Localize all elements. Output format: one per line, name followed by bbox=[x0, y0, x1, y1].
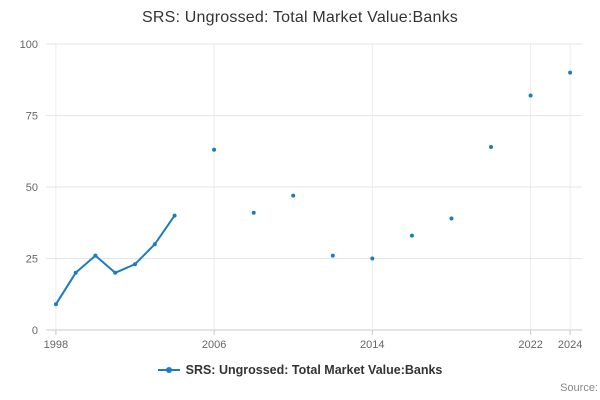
chart-title: SRS: Ungrossed: Total Market Value:Banks bbox=[142, 9, 458, 26]
data-point[interactable] bbox=[330, 253, 335, 258]
data-point[interactable] bbox=[449, 216, 454, 221]
data-point[interactable] bbox=[528, 93, 533, 98]
source-label: Source: bbox=[560, 382, 598, 394]
x-axis-label: 2014 bbox=[360, 339, 384, 351]
x-axis-label: 2022 bbox=[518, 339, 542, 351]
x-axis-label: 2024 bbox=[558, 339, 582, 351]
x-axis-label: 1998 bbox=[44, 339, 68, 351]
data-point[interactable] bbox=[133, 262, 137, 267]
data-point[interactable] bbox=[152, 242, 157, 247]
y-axis-label: 75 bbox=[26, 111, 38, 123]
data-point[interactable] bbox=[409, 233, 414, 238]
data-point[interactable] bbox=[53, 302, 58, 307]
x-axis-label: 2006 bbox=[202, 339, 226, 351]
data-point[interactable] bbox=[251, 210, 256, 215]
data-point[interactable] bbox=[489, 145, 493, 149]
data-point[interactable] bbox=[370, 256, 375, 261]
data-point[interactable] bbox=[291, 193, 296, 198]
legend[interactable]: SRS: Ungrossed: Total Market Value:Banks bbox=[0, 363, 600, 377]
legend-dot-icon bbox=[165, 367, 172, 373]
y-axis-label: 50 bbox=[26, 182, 38, 194]
series-line[interactable] bbox=[56, 73, 570, 305]
data-point[interactable] bbox=[172, 213, 177, 218]
y-axis-label: 100 bbox=[20, 39, 38, 51]
legend-marker-icon bbox=[157, 367, 180, 373]
y-axis-label: 0 bbox=[32, 325, 38, 337]
data-point[interactable] bbox=[113, 270, 118, 275]
y-axis-label: 25 bbox=[26, 254, 38, 266]
data-point[interactable] bbox=[568, 70, 573, 75]
legend-label: SRS: Ungrossed: Total Market Value:Banks bbox=[185, 363, 443, 377]
data-point[interactable] bbox=[73, 270, 78, 275]
data-point[interactable] bbox=[212, 147, 217, 152]
data-point[interactable] bbox=[93, 253, 98, 258]
